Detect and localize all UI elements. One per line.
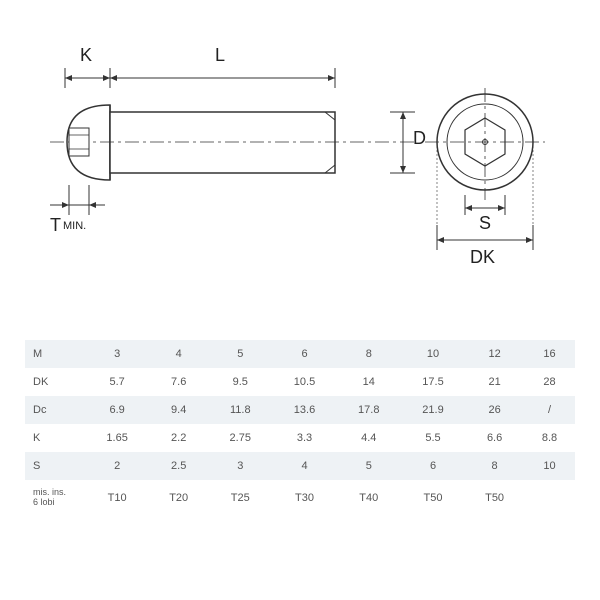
table-cell: 9.5 <box>208 368 272 396</box>
table-cell: 8 <box>465 452 524 480</box>
table-cell: 8 <box>337 340 401 368</box>
spec-table-container: M34568101216DK5.77.69.510.51417.52128Dc6… <box>25 340 575 516</box>
table-cell: 17.8 <box>337 396 401 424</box>
table-cell: T40 <box>337 480 401 516</box>
screw-diagram: K L D TMIN. S DK <box>45 40 555 300</box>
table-cell: 6 <box>401 452 465 480</box>
label-l: L <box>215 45 225 66</box>
spec-table: M34568101216DK5.77.69.510.51417.52128Dc6… <box>25 340 575 516</box>
table-cell: 9.4 <box>149 396 208 424</box>
table-cell: 14 <box>337 368 401 396</box>
table-cell: 5 <box>208 340 272 368</box>
table-cell: T20 <box>149 480 208 516</box>
table-cell: T30 <box>272 480 336 516</box>
table-cell: 6 <box>272 340 336 368</box>
label-k: K <box>80 45 92 66</box>
table-cell: 10.5 <box>272 368 336 396</box>
label-dk: DK <box>470 247 495 268</box>
table-cell: 1.65 <box>85 424 149 452</box>
table-cell: 7.6 <box>149 368 208 396</box>
table-cell: 5 <box>337 452 401 480</box>
table-cell: 10 <box>524 452 575 480</box>
table-cell: 13.6 <box>272 396 336 424</box>
table-cell: T25 <box>208 480 272 516</box>
table-cell: 3 <box>208 452 272 480</box>
table-cell <box>524 480 575 516</box>
table-cell: / <box>524 396 575 424</box>
table-cell: 4 <box>272 452 336 480</box>
table-cell: 2.5 <box>149 452 208 480</box>
table-cell: 2.75 <box>208 424 272 452</box>
table-cell: 16 <box>524 340 575 368</box>
table-row: DK5.77.69.510.51417.52128 <box>25 368 575 396</box>
table-cell: 5.7 <box>85 368 149 396</box>
table-row: K1.652.22.753.34.45.56.68.8 <box>25 424 575 452</box>
table-cell: 12 <box>465 340 524 368</box>
table-row: S22.53456810 <box>25 452 575 480</box>
table-cell: 4 <box>149 340 208 368</box>
table-cell: 6.9 <box>85 396 149 424</box>
table-cell: 5.5 <box>401 424 465 452</box>
table-cell: 6.6 <box>465 424 524 452</box>
table-row: M34568101216 <box>25 340 575 368</box>
table-cell: T50 <box>401 480 465 516</box>
table-cell: T50 <box>465 480 524 516</box>
row-label: K <box>25 424 85 452</box>
table-cell: 26 <box>465 396 524 424</box>
table-cell: 21.9 <box>401 396 465 424</box>
row-label: mis. ins.6 lobi <box>25 480 85 516</box>
table-cell: 8.8 <box>524 424 575 452</box>
label-t: TMIN. <box>50 215 86 236</box>
label-s: S <box>479 213 491 234</box>
table-cell: 17.5 <box>401 368 465 396</box>
row-label: S <box>25 452 85 480</box>
table-row: mis. ins.6 lobiT10T20T25T30T40T50T50 <box>25 480 575 516</box>
table-cell: T10 <box>85 480 149 516</box>
table-cell: 3 <box>85 340 149 368</box>
table-cell: 3.3 <box>272 424 336 452</box>
label-d: D <box>413 128 426 149</box>
table-cell: 4.4 <box>337 424 401 452</box>
table-cell: 21 <box>465 368 524 396</box>
table-cell: 2.2 <box>149 424 208 452</box>
table-cell: 10 <box>401 340 465 368</box>
table-cell: 2 <box>85 452 149 480</box>
table-cell: 11.8 <box>208 396 272 424</box>
table-cell: 28 <box>524 368 575 396</box>
row-label: M <box>25 340 85 368</box>
row-label: Dc <box>25 396 85 424</box>
table-row: Dc6.99.411.813.617.821.926/ <box>25 396 575 424</box>
row-label: DK <box>25 368 85 396</box>
